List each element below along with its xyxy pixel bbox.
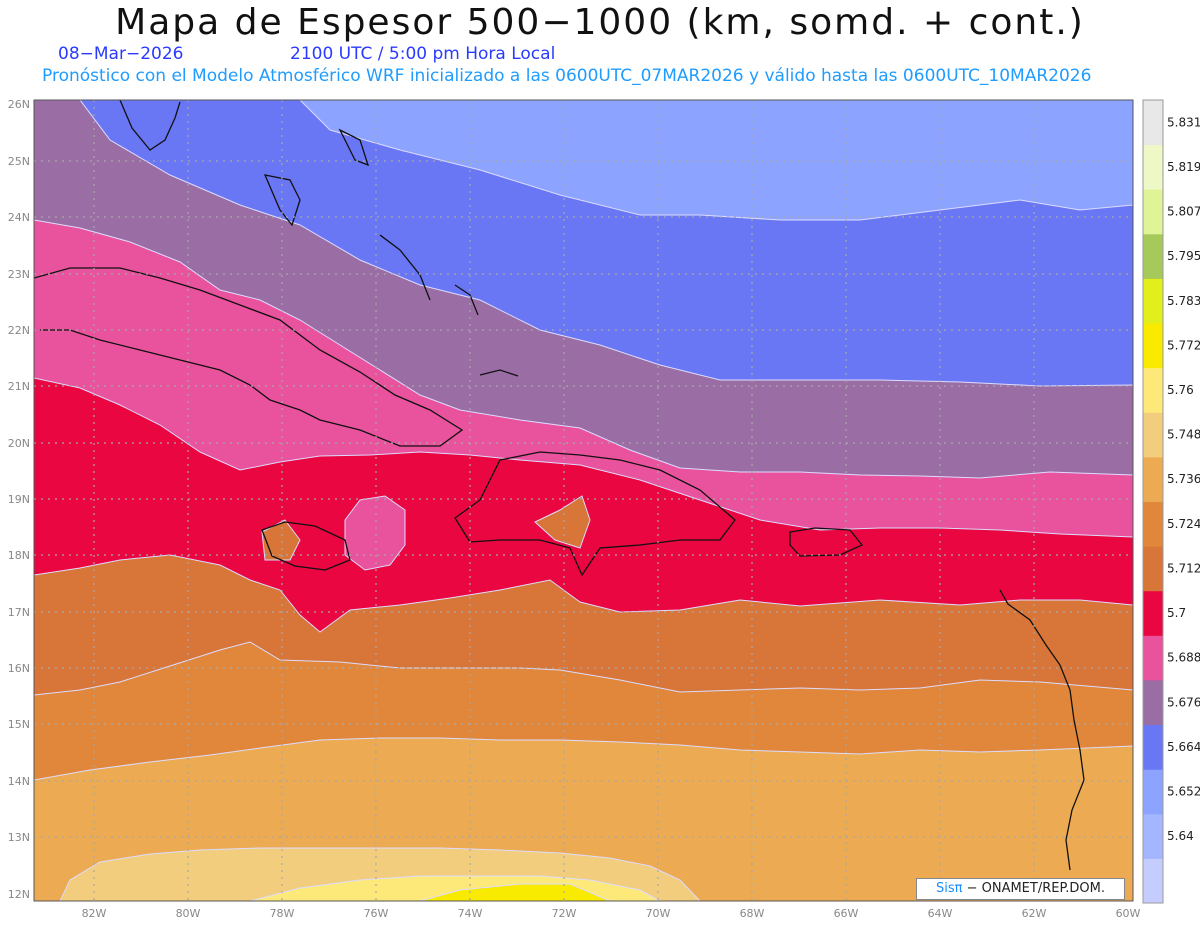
lat-label: 12N [8, 888, 30, 901]
lat-label: 17N [8, 606, 30, 619]
colorbar-label: 5.736 [1167, 472, 1200, 486]
coast-puerto-rico [789, 527, 864, 557]
credit-badge: Sisπ − ONAMET/REP.DOM. [916, 878, 1125, 900]
colorbar-label: 5.64 [1167, 829, 1194, 843]
colorbar-label: 5.783 [1167, 294, 1200, 308]
lat-label: 26N [8, 98, 30, 111]
lat-label: 16N [8, 662, 30, 675]
colorbar-label: 5.712 [1167, 561, 1200, 575]
colorbar: 5.64 5.652 5.664 5.676 5.688 5.7 5.712 5.724 5.7… [1142, 99, 1200, 904]
lon-label: 80W [176, 907, 201, 920]
colorbar-swatch [1143, 323, 1163, 369]
colorbar-swatch [1143, 233, 1163, 279]
lon-label: 78W [270, 907, 295, 920]
colorbar-label: 5.676 [1167, 695, 1200, 709]
colorbar-label: 5.7 [1167, 606, 1186, 620]
colorbar-swatch [1143, 590, 1163, 636]
coast-bahamas-4 [454, 284, 479, 316]
coast-bahamas-1 [263, 174, 301, 227]
colorbar-label: 5.819 [1167, 160, 1200, 174]
lon-label: 64W [928, 907, 953, 920]
graticule [34, 100, 1133, 901]
coast-bahamas-2 [338, 128, 370, 167]
lon-label: 82W [82, 907, 107, 920]
colorbar-label: 5.772 [1167, 338, 1200, 352]
lat-label: 22N [8, 324, 30, 337]
forecast-time: 2100 UTC / 5:00 pm Hora Local [290, 44, 556, 64]
lat-label: 24N [8, 211, 30, 224]
colorbar-frame [1142, 99, 1164, 904]
lat-label: 20N [8, 437, 30, 450]
thickness-band-5772 [419, 883, 611, 901]
colorbar-swatch [1143, 456, 1163, 502]
colorbar-label: 5.688 [1167, 651, 1200, 665]
lat-label: 19N [8, 493, 30, 506]
lon-label: 60W [1116, 907, 1141, 920]
colorbar-swatches [1142, 99, 1164, 904]
colorbar-label: 5.748 [1167, 428, 1200, 442]
map-frame [33, 99, 1134, 902]
colorbar-label: 5.652 [1167, 785, 1200, 799]
colorbar-swatch [1143, 635, 1163, 681]
map-title: Mapa de Espesor 500−1000 (km, somd. + co… [115, 2, 1085, 43]
coast-cuba [34, 267, 464, 447]
lat-label: 14N [8, 775, 30, 788]
colorbar-label: 5.831 [1167, 115, 1200, 129]
coast-hispaniola [454, 451, 736, 577]
colorbar-swatch [1143, 769, 1163, 815]
thickness-pocket-5712-jamaica [261, 519, 301, 561]
lat-label: 21N [8, 380, 30, 393]
coast-bahamas-3 [379, 234, 431, 301]
longitude-axis: 82W 80W 78W 76W 74W 72W 70W 68W 66W 64W … [82, 907, 1141, 920]
coast-lesser-antilles [999, 589, 1085, 871]
colorbar-labels: 5.64 5.652 5.664 5.676 5.688 5.7 5.712 5.724 5.7… [1167, 115, 1200, 843]
colorbar-swatch [1143, 679, 1163, 725]
lat-label: 23N [8, 268, 30, 281]
lon-label: 74W [458, 907, 483, 920]
thickness-pocket-5712-hispaniola [534, 495, 591, 549]
lat-label: 18N [8, 549, 30, 562]
colorbar-swatch [1143, 412, 1163, 458]
colorbar-swatch [1143, 144, 1163, 190]
lon-label: 72W [552, 907, 577, 920]
colorbar-label: 5.664 [1167, 740, 1200, 754]
latitude-axis: 12N 13N 14N 15N 16N 17N 18N 19N 20N 21N … [8, 98, 30, 901]
colorbar-swatch [1143, 367, 1163, 413]
colorbar-label: 5.76 [1167, 383, 1194, 397]
colorbar-swatch [1143, 189, 1163, 235]
thickness-pocket-5688-jamaica [344, 495, 406, 571]
lon-label: 62W [1022, 907, 1047, 920]
sispi-logo: Sisπ [935, 881, 963, 896]
lon-label: 70W [646, 907, 671, 920]
lon-label: 76W [364, 907, 389, 920]
coast-jamaica [261, 521, 351, 571]
colorbar-swatch [1143, 546, 1163, 592]
colorbar-label: 5.724 [1167, 517, 1200, 531]
colorbar-swatch [1143, 278, 1163, 324]
coast-florida [119, 100, 181, 151]
lon-label: 68W [740, 907, 765, 920]
coast-turks-caicos [479, 369, 519, 377]
lat-label: 15N [8, 718, 30, 731]
credit-text: − ONAMET/REP.DOM. [962, 881, 1105, 896]
colorbar-label: 5.795 [1167, 249, 1200, 263]
thickness-field [34, 100, 1133, 901]
colorbar-label: 5.807 [1167, 205, 1200, 219]
lat-label: 13N [8, 831, 30, 844]
lon-label: 66W [834, 907, 859, 920]
colorbar-swatch [1143, 501, 1163, 547]
colorbar-swatch [1143, 100, 1163, 146]
coastlines [34, 100, 1085, 871]
colorbar-swatch [1143, 813, 1163, 859]
colorbar-swatch [1143, 724, 1163, 770]
forecast-description: Pronóstico con el Modelo Atmosférico WRF… [42, 66, 1092, 86]
colorbar-swatch [1143, 858, 1163, 904]
forecast-date: 08−Mar−2026 [58, 44, 184, 64]
lat-label: 25N [8, 155, 30, 168]
